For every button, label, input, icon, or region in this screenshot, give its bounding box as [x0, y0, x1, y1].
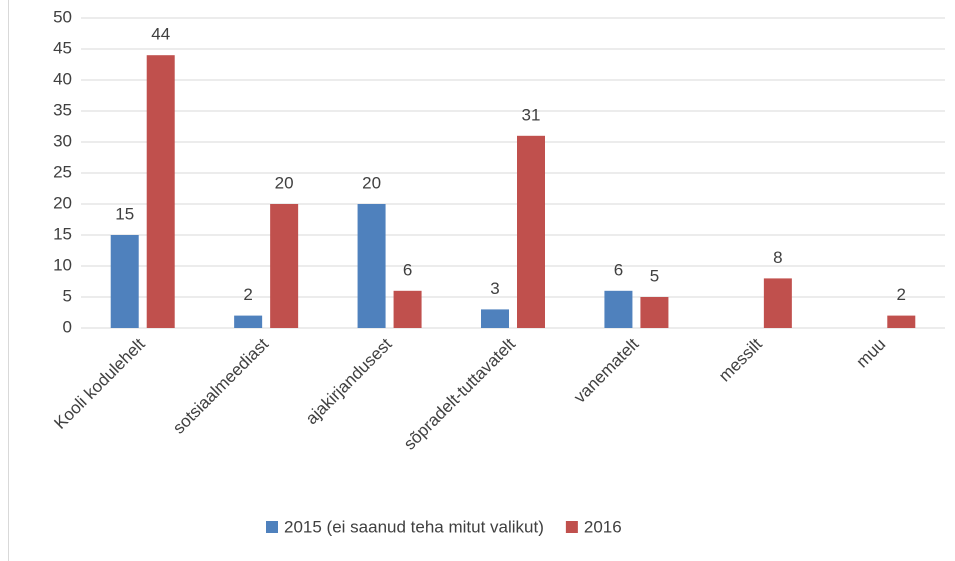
y-tick-label: 30 [53, 131, 72, 150]
bar [604, 290, 633, 328]
bar [887, 315, 916, 328]
data-label: 6 [403, 260, 412, 279]
x-tick-label: sõpradelt-tuttavatelt [400, 334, 519, 453]
bar [640, 297, 669, 328]
data-label: 8 [773, 248, 782, 267]
y-tick-label: 10 [53, 255, 72, 274]
x-tick-label: Kooli kodulehelt [50, 334, 149, 433]
x-tick-label: ajakirjandusest [302, 334, 396, 428]
data-label: 3 [490, 279, 499, 298]
y-tick-label: 25 [53, 162, 72, 181]
bar [517, 135, 545, 328]
y-tick-label: 0 [63, 317, 72, 336]
y-tick-label: 40 [53, 69, 72, 88]
y-tick-label: 5 [63, 286, 72, 305]
bar [393, 290, 422, 328]
data-label: 2 [243, 285, 252, 304]
y-tick-label: 50 [53, 7, 72, 26]
data-label: 2 [897, 285, 906, 304]
y-tick-label: 15 [53, 224, 72, 243]
x-tick-label: muu [852, 335, 889, 372]
data-label: 15 [115, 204, 134, 223]
x-tick-label: vanematelt [570, 334, 642, 406]
legend-swatch [565, 521, 578, 533]
bar [481, 309, 509, 328]
data-label: 20 [275, 173, 294, 192]
bar [270, 204, 299, 328]
legend-swatch [266, 521, 278, 533]
x-tick-label: sotsiaalmeediast [169, 334, 272, 437]
data-label: 6 [614, 260, 623, 279]
bar [357, 204, 386, 328]
y-tick-label: 35 [53, 100, 72, 119]
legend-label: 2016 [584, 517, 622, 536]
legend-label: 2015 (ei saanud teha mitut valikut) [284, 517, 544, 536]
bar [146, 55, 175, 328]
x-tick-label: messilt [715, 334, 766, 385]
data-label: 5 [650, 266, 659, 285]
data-label: 20 [362, 173, 381, 192]
data-label: 44 [151, 25, 170, 44]
y-tick-label: 45 [53, 38, 72, 57]
bar [763, 278, 792, 328]
bar [110, 235, 139, 328]
data-label: 31 [522, 105, 541, 124]
y-tick-label: 20 [53, 193, 72, 212]
bar [234, 315, 263, 328]
